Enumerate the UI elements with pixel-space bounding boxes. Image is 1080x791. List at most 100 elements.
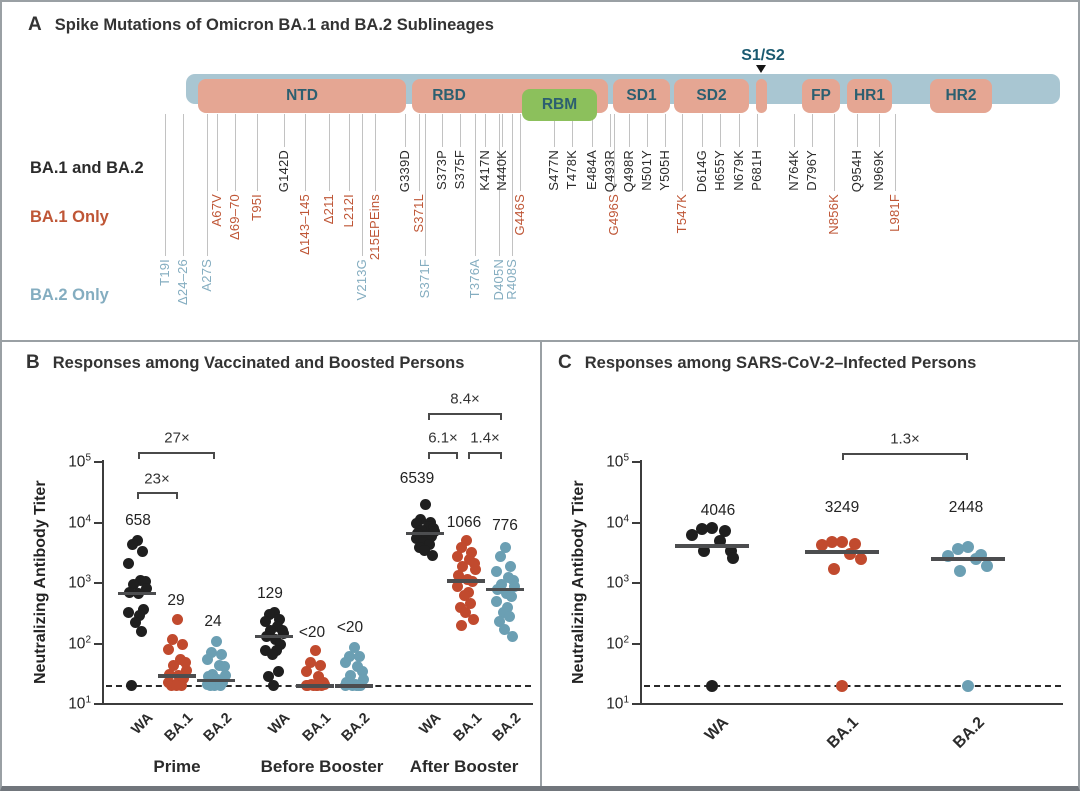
data-point-dot: [469, 564, 481, 576]
mutation-leader-line: [681, 114, 683, 191]
data-point-dot: [451, 551, 463, 563]
s1s2-label: S1/S2: [741, 47, 785, 64]
data-point-dot: [454, 601, 466, 613]
data-point-dot: [177, 638, 189, 650]
data-point-dot: [424, 539, 435, 551]
data-point-dot: [216, 648, 228, 660]
panel-a-title: A Spike Mutations of Omicron BA.1 and BA…: [28, 14, 494, 36]
domain-box-s1s2-junction: [756, 79, 767, 113]
mutation-label-N856K: N856K: [826, 194, 841, 235]
legend-row-both: BA.1 and BA.2: [30, 159, 144, 177]
y-tick-mark: [632, 582, 640, 584]
geometric-mean-value: 776: [492, 517, 518, 534]
mutation-leader-line: [459, 114, 461, 147]
domain-box-hr1: [847, 79, 892, 113]
data-point-dot: [468, 558, 480, 569]
mutation-label-S477N: S477N: [546, 150, 561, 191]
data-point-dot: [305, 656, 316, 668]
mutation-leader-line: [519, 114, 521, 191]
domain-label-rbm: RBM: [541, 96, 578, 113]
y-tick-mark: [94, 461, 102, 463]
mutation-label-T19I: T19I: [157, 259, 172, 286]
mutation-leader-line: [511, 114, 513, 256]
cohort-label-before-booster: Before Booster: [260, 757, 384, 776]
y-tick-mark: [94, 642, 102, 645]
geometric-mean-line: [447, 579, 485, 583]
mutation-label-S371F: S371F: [417, 259, 432, 299]
mutation-label-S375F: S375F: [452, 150, 467, 190]
mutation-leader-line: [424, 114, 426, 256]
geometric-mean-line: [118, 591, 156, 596]
data-point-dot: [686, 528, 699, 541]
data-point-dot: [201, 653, 213, 665]
geometric-mean-line: [675, 544, 749, 548]
mutation-label-A27S: A27S: [199, 259, 214, 292]
fold-change-bracket: [137, 492, 178, 499]
mutation-leader-line: [348, 114, 350, 191]
data-point-dot: [267, 680, 279, 692]
data-point-dot: [134, 610, 146, 622]
data-point-dot: [168, 659, 180, 671]
mutation-leader-line: [304, 114, 306, 191]
data-point-dot: [300, 666, 312, 678]
mutation-label-N440K: N440K: [494, 150, 509, 191]
data-point-dot: [496, 578, 508, 590]
mutation-leader-line: [856, 114, 858, 147]
x-tick-label-ba-2: BA.2: [489, 710, 525, 745]
data-point-dot: [204, 680, 216, 692]
geometric-mean-line: [255, 634, 293, 639]
mutation-label-Q954H: Q954H: [849, 150, 864, 193]
y-tick-label: 104: [606, 512, 629, 532]
data-point-dot: [140, 583, 152, 595]
data-point-dot: [418, 545, 430, 557]
data-point-dot: [215, 680, 226, 692]
mutation-leader-line: [418, 114, 420, 191]
data-point-dot: [410, 518, 422, 530]
panel-b-letter: B: [26, 352, 40, 373]
mutation-leader-line: [206, 114, 208, 256]
fold-change-bracket: [468, 452, 502, 459]
x-tick-label-ba-1: BA.1: [824, 714, 863, 752]
y-tick-label: 103: [606, 573, 629, 592]
mutation-leader-line: [283, 114, 285, 147]
data-point-dot: [180, 664, 192, 676]
mutation-label-V213G: V213G: [354, 259, 369, 301]
y-tick-mark: [632, 521, 640, 524]
data-point-dot: [495, 551, 506, 563]
data-point-dot: [170, 680, 182, 692]
panel-c-letter: C: [558, 352, 572, 373]
geometric-mean-line: [197, 678, 235, 683]
data-point-dot: [962, 541, 974, 554]
y-tick-mark: [632, 703, 640, 705]
data-point-dot: [259, 644, 271, 656]
mutation-label-Q493R: Q493R: [602, 150, 617, 193]
data-point-dot: [502, 601, 514, 613]
mutation-label-E484A: E484A: [584, 150, 599, 191]
data-point-dot: [269, 634, 281, 646]
panel-a-title-text: Spike Mutations of Omicron BA.1 and BA.2…: [54, 16, 494, 34]
mutation-leader-line: [878, 114, 880, 147]
data-point-dot: [816, 538, 829, 551]
data-point-dot: [490, 595, 502, 607]
x-tick-label-wa: WA: [416, 710, 445, 738]
data-point-dot: [354, 651, 366, 663]
mutation-label-T95I: T95I: [249, 194, 264, 221]
geometric-mean-line: [931, 557, 1005, 561]
mutation-label-N764K: N764K: [786, 150, 801, 191]
y-tick-mark: [94, 582, 102, 584]
data-point-dot: [451, 581, 463, 593]
data-point-dot: [137, 546, 149, 558]
geometric-mean-value: 129: [257, 585, 283, 602]
mutation-label-S373P: S373P: [434, 150, 449, 191]
fold-change-bracket: [138, 452, 215, 459]
data-point-dot: [356, 666, 368, 678]
data-point-dot: [129, 617, 141, 629]
panel-c-title: C Responses among SARS-CoV-2–Infected Pe…: [558, 352, 976, 374]
data-point-dot: [719, 524, 732, 537]
data-point-dot: [836, 679, 848, 692]
mutation-leader-line: [474, 114, 476, 256]
y-tick-mark: [94, 521, 102, 524]
mutation-label-6970: Δ69–70: [227, 194, 242, 241]
mutation-leader-line: [234, 114, 236, 191]
